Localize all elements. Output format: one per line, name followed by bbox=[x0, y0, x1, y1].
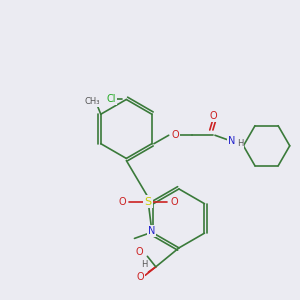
Text: O: O bbox=[118, 196, 126, 207]
Text: O: O bbox=[209, 111, 217, 121]
Text: O: O bbox=[171, 196, 178, 207]
Text: N: N bbox=[228, 136, 236, 146]
Text: H: H bbox=[237, 139, 243, 148]
Text: H: H bbox=[141, 260, 147, 269]
Text: S: S bbox=[145, 196, 152, 207]
Text: O: O bbox=[135, 247, 143, 257]
Text: N: N bbox=[148, 226, 155, 236]
Text: O: O bbox=[171, 130, 179, 140]
Text: O: O bbox=[136, 272, 144, 282]
Text: CH₃: CH₃ bbox=[85, 97, 100, 106]
Text: Cl: Cl bbox=[107, 94, 116, 104]
